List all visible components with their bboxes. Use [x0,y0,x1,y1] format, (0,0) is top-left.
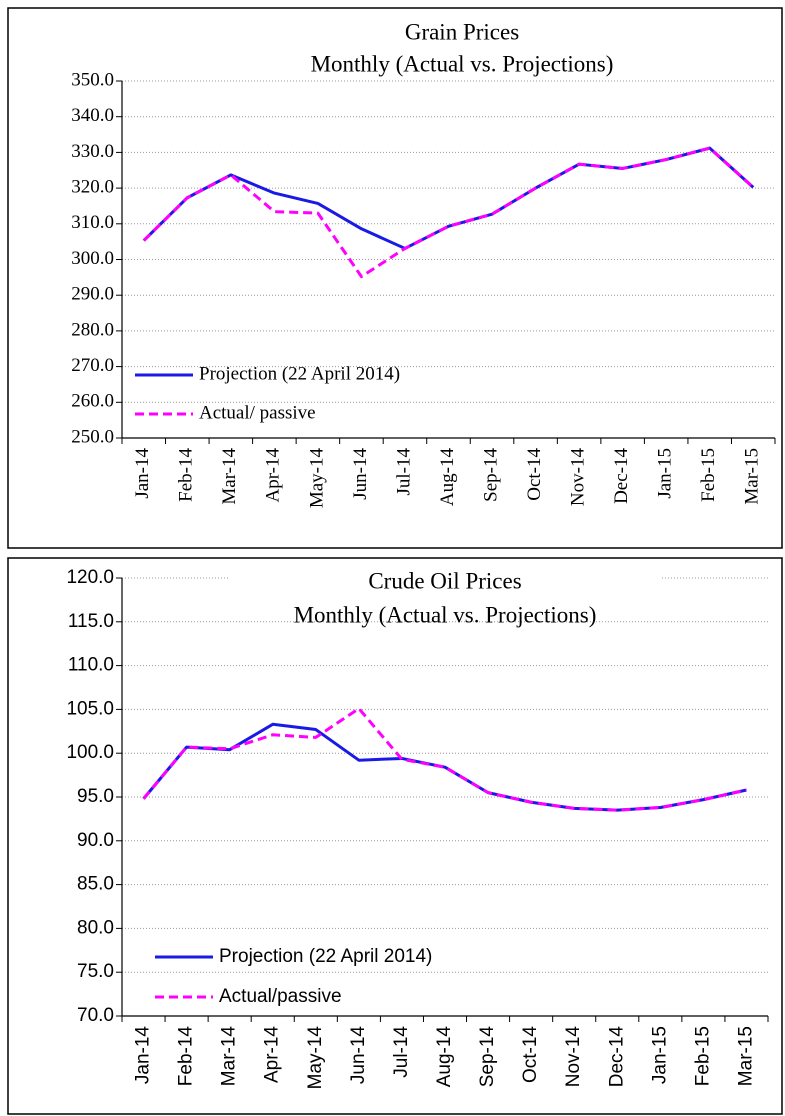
x-tick-label: Sep-14 [477,1026,498,1088]
x-tick-label: Mar-14 [219,448,240,505]
x-tick-label: Apr-14 [262,1026,283,1083]
y-tick-label: 115.0 [68,611,114,632]
x-tick-label: Nov-14 [567,448,588,507]
chart-title: Crude Oil Prices [368,568,521,593]
x-tick-label: Mar-15 [735,1026,756,1086]
y-tick-label: 85.0 [77,874,114,895]
chart: 70.0 75.0 80.0 85.0 90.0 95.0 100.0 105.0 110.0 1… [66,565,769,1090]
x-tick-label: Jun-14 [350,448,371,500]
legend-label: Actual/ passive [199,402,316,423]
y-tick-label: 330.0 [71,141,114,162]
legend-label: Projection (22 April 2014) [219,946,432,967]
x-tick-label: Feb-14 [176,448,197,502]
chart-title: Grain Prices [405,19,519,44]
x-tick-label: Jan-15 [655,448,676,499]
chart-subtitle: Monthly (Actual vs. Projections) [294,602,597,627]
y-tick-label: 105.0 [66,698,114,719]
x-tick-label: Dec-14 [611,448,632,504]
x-tick-label: Apr-14 [263,448,284,503]
y-tick-label: 70.0 [77,1005,114,1026]
series-line [142,146,755,250]
x-tick-label: Feb-15 [692,1026,713,1086]
y-tick-label: 270.0 [71,355,114,376]
x-tick-label: Feb-14 [176,1026,197,1087]
x-tick-label: Nov-14 [563,1026,584,1088]
y-tick-label: 260.0 [71,391,114,412]
y-tick-label: 120.0 [66,567,114,588]
x-tick-label: Oct-14 [524,448,545,501]
y-tick-label: 110.0 [68,655,114,676]
y-tick-label: 310.0 [71,212,114,233]
x-tick-label: Oct-14 [520,1026,541,1083]
chart: 250.0 260.0 270.0 280.0 290.0 300.0 310.0 320.0… [71,19,776,509]
y-tick-label: 290.0 [71,284,114,305]
y-tick-label: 75.0 [77,961,114,982]
x-tick-label: Jul-14 [391,1026,412,1078]
series-line [142,707,747,812]
frame [7,557,783,1115]
x-tick-label: May-14 [305,1026,326,1090]
x-tick-label: Mar-14 [219,1026,240,1087]
y-tick-label: 80.0 [77,917,114,938]
x-tick-label: Jan-15 [649,1026,670,1084]
x-tick-label: Aug-14 [434,1026,455,1088]
x-tick-label: Mar-15 [742,448,763,505]
y-tick-label: 340.0 [71,105,114,126]
x-tick-label: Dec-14 [606,1026,627,1088]
x-tick-label: Jun-14 [348,1026,369,1085]
y-tick-label: 95.0 [77,786,114,807]
x-tick-label: Jan-14 [132,448,153,499]
x-tick-label: Aug-14 [437,448,458,507]
series-line [142,146,755,279]
y-tick-label: 90.0 [77,830,114,851]
series-line [142,722,747,812]
frame [7,7,783,549]
x-tick-label: Sep-14 [480,448,501,502]
y-tick-label: 100.0 [66,742,114,763]
x-tick-label: Feb-15 [698,448,719,502]
legend-label: Actual/passive [219,986,342,1007]
x-tick-label: Jul-14 [393,448,414,496]
y-tick-label: 350.0 [71,69,114,90]
y-tick-label: 250.0 [71,426,114,447]
title-bg [230,565,660,621]
legend-label: Projection (22 April 2014) [199,363,400,384]
x-tick-label: May-14 [306,448,327,509]
y-tick-label: 300.0 [71,248,114,269]
y-tick-label: 280.0 [71,319,114,340]
x-tick-label: Jan-14 [133,1026,154,1085]
y-tick-label: 320.0 [71,176,114,197]
chart-subtitle: Monthly (Actual vs. Projections) [311,51,614,76]
